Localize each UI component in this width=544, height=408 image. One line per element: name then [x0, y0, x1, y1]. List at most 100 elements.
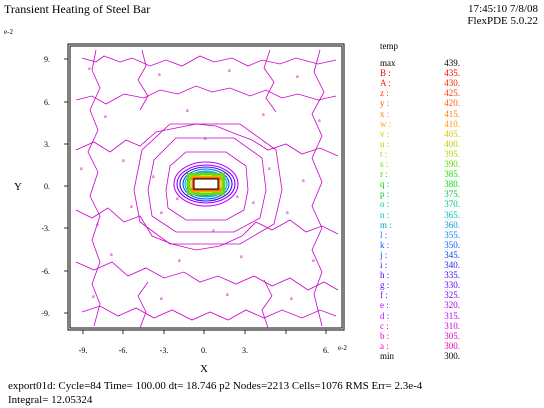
contour-line [75, 123, 339, 157]
contour-line [81, 305, 337, 321]
legend-entry-label: u : [380, 138, 390, 149]
timestamp-line2: FlexPDE 5.0.22 [467, 15, 538, 27]
legend-entry: d : 315. [380, 311, 470, 321]
contour-line [176, 164, 236, 204]
legend-entry-value: 355. [444, 229, 460, 240]
contour-label: a [226, 292, 229, 298]
legend-entry-label: r : [380, 169, 388, 180]
contour-label: a [312, 258, 315, 264]
contour-line [189, 175, 223, 193]
contour-label: a [236, 194, 239, 200]
legend-entry: e : 320. [380, 300, 470, 310]
legend-entry-value: 370. [444, 199, 460, 210]
y-tick-label: 6. [44, 98, 50, 107]
legend-entry: k : 350. [380, 240, 470, 250]
contour-line [173, 161, 239, 207]
legend-entry: g : 330. [380, 280, 470, 290]
status-line: export01d: Cycle=84 Time= 100.00 dt= 18.… [8, 380, 423, 392]
legend-entry: i : 340. [380, 260, 470, 270]
timestamp: 17:45:10 7/8/08 FlexPDE 5.0.22 [467, 3, 538, 27]
legend-entry-label: p : [380, 189, 390, 200]
legend-entry-value: 410. [444, 118, 460, 129]
legend-entry-label: q : [380, 179, 390, 190]
contour-label: a [160, 296, 163, 302]
legend-entry: s : 390. [380, 159, 470, 169]
contour-label: a [88, 66, 91, 72]
legend-entry-label: z : [380, 88, 389, 99]
legend-entry-value: 345. [444, 249, 460, 260]
contour-line [75, 85, 337, 105]
x-tick-label: -3. [160, 346, 169, 355]
legend-entry-label: h : [380, 270, 390, 281]
y-tick-label: 0. [44, 182, 50, 191]
legend-entry: p : 375. [380, 189, 470, 199]
contour-label: a [92, 294, 95, 300]
contour-label: a [176, 196, 179, 202]
contour-label: a [318, 118, 321, 124]
legend-entry-label: f : [380, 290, 388, 301]
legend-entry-value: 439. [444, 58, 460, 68]
contour-line [191, 176, 221, 192]
contour-label: a [228, 68, 231, 74]
legend-entry-label: g : [380, 280, 390, 291]
x-tick-label: -6. [119, 346, 128, 355]
contour-line [311, 49, 325, 327]
legend-entry-value: 390. [444, 159, 460, 169]
contour-label: a [268, 166, 271, 172]
legend-entry-value: 300. [444, 340, 460, 351]
legend-entry-value: 395. [444, 148, 460, 159]
inner-contours [173, 161, 239, 207]
contour-label: a [212, 228, 215, 234]
contour-line [165, 151, 249, 221]
legend-entry: y : 420. [380, 98, 470, 108]
octagon-contours [133, 123, 283, 245]
contour-label: a [96, 222, 99, 228]
tick-marks [64, 58, 327, 334]
plot-frame [67, 43, 345, 331]
legend-entry: n : 365. [380, 210, 470, 220]
legend-entry-value: 335. [444, 270, 460, 281]
legend-entry-value: 350. [444, 239, 460, 250]
contour-label: a [240, 254, 243, 260]
legend-entry-label: i : [380, 260, 388, 270]
legend-entry-value: 340. [444, 260, 460, 270]
plot-title: Transient Heating of Steel Bar [4, 2, 151, 16]
legend-entry-label: m : [380, 219, 392, 230]
contour-label: a [104, 114, 107, 120]
contour-line [75, 207, 339, 251]
legend-entry-value: 385. [444, 169, 460, 180]
contour-label: a [252, 200, 255, 206]
legend-entry-label: t : [380, 148, 388, 159]
y-axis-label: Y [14, 181, 22, 193]
contour-label: a [296, 74, 299, 80]
legend-entry: w : 410. [380, 119, 470, 129]
legend-entry-label: max [380, 58, 396, 68]
legend-entry-label: l : [380, 229, 388, 240]
legend-entry-label: x : [380, 108, 390, 119]
contour-line [81, 55, 337, 67]
legend-entry: q : 380. [380, 179, 470, 189]
legend-entry-value: 330. [444, 280, 460, 291]
legend-entry-value: 435. [444, 68, 460, 79]
legend-entry: a : 300. [380, 341, 470, 351]
legend-entry-label: b : [380, 330, 390, 341]
legend-entry-label: d : [380, 310, 390, 321]
legend-entry-value: 315. [444, 310, 460, 321]
legend-entry-value: 310. [444, 320, 460, 331]
x-tick-label: 0. [201, 346, 207, 355]
legend-entry: l : 355. [380, 230, 470, 240]
contour-label: a [160, 210, 163, 216]
legend-entry: b : 305. [380, 331, 470, 341]
contour-line [263, 49, 277, 113]
legend-entry-label: n : [380, 209, 390, 220]
legend-entry-value: 380. [444, 179, 460, 190]
legend-entry: B : 435. [380, 68, 470, 78]
legend-entry: j : 345. [380, 250, 470, 260]
outer-contours [75, 49, 339, 329]
contour-line [75, 261, 339, 291]
legend-entry-label: w : [380, 118, 392, 129]
contour-line [192, 177, 220, 191]
legend-entry: z : 425. [380, 88, 470, 98]
legend-entry: c : 310. [380, 321, 470, 331]
